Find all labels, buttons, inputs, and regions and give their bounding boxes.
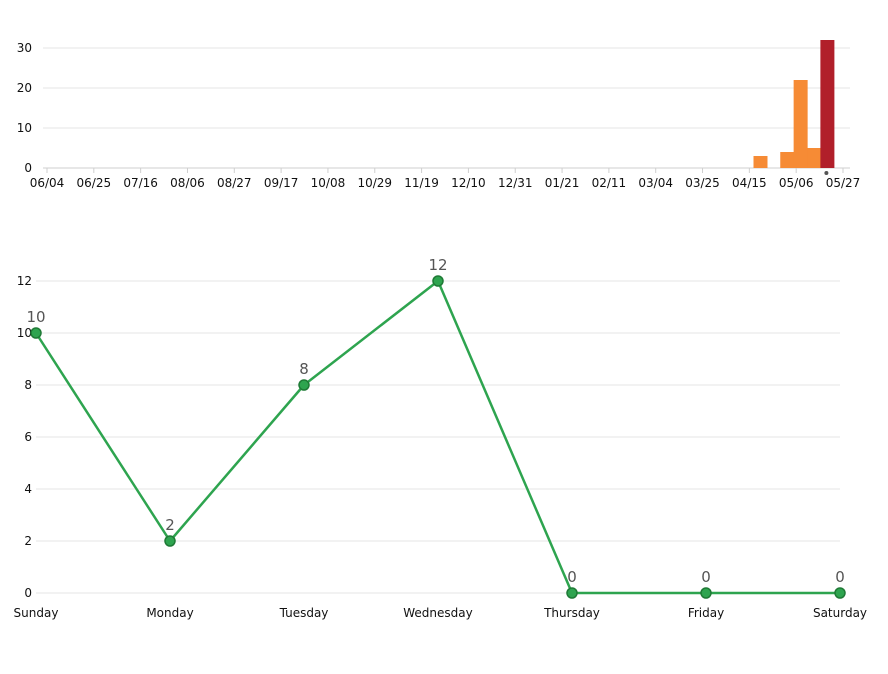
bar-x-tick-label: 03/04 (638, 176, 673, 190)
line-y-tick-label: 12 (17, 274, 32, 288)
data-label: 0 (835, 568, 845, 586)
data-label: 0 (701, 568, 711, 586)
bar-x-tick-label: 05/06 (779, 176, 814, 190)
bar-x-tick-label: 12/10 (451, 176, 486, 190)
bar-x-tick-label: 05/27 (826, 176, 861, 190)
data-point (834, 587, 846, 599)
data-label: 2 (165, 516, 175, 534)
bar (807, 148, 822, 168)
data-point (700, 587, 712, 599)
bar-y-tick-label: 20 (17, 81, 32, 95)
bar (793, 80, 808, 168)
bar-x-tick-label: 07/16 (123, 176, 158, 190)
data-label: 10 (26, 308, 45, 326)
bar-x-tick-label: 01/21 (545, 176, 580, 190)
bar-x-tick-label: 06/25 (77, 176, 112, 190)
line-y-tick-label: 2 (24, 534, 32, 548)
bar-x-tick-label: 03/25 (685, 176, 720, 190)
bar-x-tick-label: 04/15 (732, 176, 767, 190)
bar-y-tick-label: 10 (17, 121, 32, 135)
bar-x-tick-label: 10/29 (357, 176, 392, 190)
data-point (432, 275, 444, 287)
line-y-tick-label: 8 (24, 378, 32, 392)
data-point (298, 379, 310, 391)
bar (753, 156, 768, 168)
line-y-tick-label: 10 (17, 326, 32, 340)
line-y-tick-label: 6 (24, 430, 32, 444)
bar-x-tick-label: 10/08 (311, 176, 346, 190)
line-x-tick-label: Monday (146, 606, 193, 620)
data-label: 0 (567, 568, 577, 586)
bar-y-tick-label: 30 (17, 41, 32, 55)
bar-x-tick-label: 08/06 (170, 176, 205, 190)
bar-x-tick-label: 02/11 (592, 176, 627, 190)
data-label: 12 (428, 256, 447, 274)
bar-x-tick-label: 06/04 (30, 176, 65, 190)
line-x-tick-label: Saturday (813, 606, 867, 620)
data-label: 8 (299, 360, 309, 378)
bar-y-tick-label: 0 (24, 161, 32, 175)
line-x-tick-label: Tuesday (279, 606, 329, 620)
line-x-tick-label: Friday (688, 606, 724, 620)
line-x-tick-label: Sunday (14, 606, 59, 620)
bar-current-week (820, 40, 835, 168)
bar-x-tick-label: 12/31 (498, 176, 533, 190)
line-x-tick-label: Thursday (543, 606, 600, 620)
data-point (566, 587, 578, 599)
bar (780, 152, 795, 168)
bar-x-tick-label: 09/17 (264, 176, 299, 190)
data-point (164, 535, 176, 547)
current-week-marker (824, 171, 829, 175)
bar-x-tick-label: 08/27 (217, 176, 252, 190)
line-y-tick-label: 0 (24, 586, 32, 600)
bar-x-tick-label: 11/19 (404, 176, 439, 190)
weekly-bar-chart: 0 10 20 30 06/04 06/25 07/16 08/06 08/27 09/17 10/… (17, 40, 861, 190)
line-y-tick-label: 4 (24, 482, 32, 496)
line-x-tick-label: Wednesday (403, 606, 472, 620)
data-point (30, 327, 42, 339)
